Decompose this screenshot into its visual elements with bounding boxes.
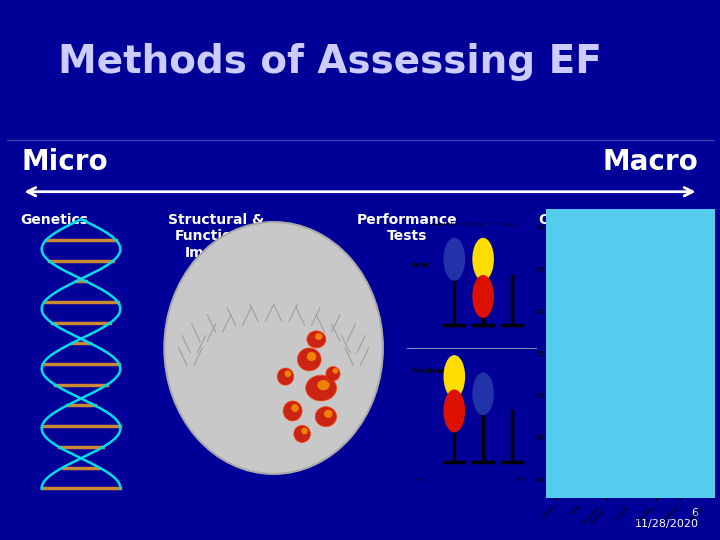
Ellipse shape: [284, 370, 291, 377]
Text: Observations: Observations: [539, 213, 642, 227]
Text: ← 1: ← 1: [417, 477, 427, 483]
Ellipse shape: [164, 222, 383, 474]
Ellipse shape: [291, 404, 299, 412]
Ellipse shape: [315, 333, 323, 340]
Ellipse shape: [307, 331, 326, 348]
Ellipse shape: [283, 401, 302, 421]
Text: 6
11/28/2020: 6 11/28/2020: [634, 508, 698, 529]
Text: Micro: Micro: [22, 148, 108, 176]
Ellipse shape: [307, 352, 316, 361]
Circle shape: [444, 355, 465, 398]
Circle shape: [444, 389, 465, 433]
Ellipse shape: [324, 410, 333, 418]
Ellipse shape: [301, 428, 308, 434]
Circle shape: [472, 238, 494, 281]
Text: Structural &
Functional
Imaging: Structural & Functional Imaging: [168, 213, 264, 260]
Circle shape: [472, 372, 494, 415]
Text: Performance
Tests: Performance Tests: [356, 213, 457, 244]
Ellipse shape: [326, 367, 340, 381]
Ellipse shape: [294, 426, 310, 442]
Text: Goal:: Goal:: [411, 262, 431, 268]
Text: Problem:: Problem:: [411, 368, 447, 374]
Ellipse shape: [277, 368, 294, 385]
Text: Count the number of moves: Count the number of moves: [427, 222, 516, 227]
FancyArrowPatch shape: [27, 187, 693, 196]
Text: 4 →: 4 →: [516, 477, 526, 483]
Text: Macro: Macro: [603, 148, 698, 176]
Text: Genetics: Genetics: [20, 213, 88, 227]
Circle shape: [444, 238, 465, 281]
Ellipse shape: [318, 380, 330, 390]
Text: Methods of Assessing EF: Methods of Assessing EF: [58, 43, 601, 81]
Ellipse shape: [297, 348, 321, 371]
Ellipse shape: [306, 375, 336, 401]
Circle shape: [472, 275, 494, 318]
Ellipse shape: [315, 407, 336, 427]
Ellipse shape: [333, 368, 338, 374]
